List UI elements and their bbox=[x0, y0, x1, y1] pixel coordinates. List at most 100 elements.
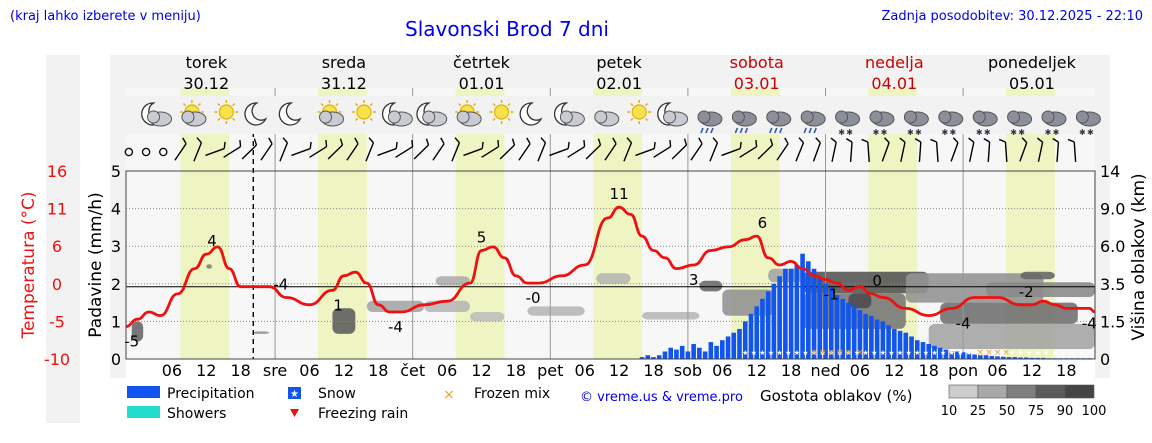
wind-feather bbox=[845, 138, 853, 143]
sun-ray bbox=[492, 117, 496, 122]
wind-feather bbox=[1067, 138, 1075, 143]
snow-marker: ★ bbox=[957, 349, 963, 357]
wind-feather bbox=[481, 141, 484, 149]
precip-bar bbox=[932, 345, 937, 359]
sun-cloud-icon bbox=[455, 100, 482, 127]
cloud-scale-swatch bbox=[1035, 384, 1066, 399]
wind-staff bbox=[451, 142, 461, 162]
precip-bar bbox=[668, 347, 674, 359]
cloud-density-block bbox=[940, 302, 1078, 324]
precip-bar bbox=[926, 343, 932, 359]
wind-staff bbox=[377, 147, 397, 157]
precip-bar bbox=[714, 345, 719, 359]
wind-feather bbox=[968, 137, 975, 143]
precip-bar bbox=[731, 332, 737, 359]
menu-hint[interactable]: (kraj lahko izberete v meniju) bbox=[10, 9, 201, 24]
sun-ray bbox=[217, 102, 221, 107]
cloud-puff bbox=[1041, 110, 1055, 124]
cloud-tick-label: 9.0 bbox=[1100, 200, 1125, 219]
cloud-tick-label: 0 bbox=[1100, 350, 1110, 369]
wind-feather bbox=[899, 137, 906, 143]
precip-bar bbox=[1041, 357, 1046, 359]
wind-barb-icon bbox=[899, 137, 906, 162]
wind-staff bbox=[671, 144, 687, 160]
wind-feather bbox=[739, 141, 742, 149]
snow-marker: ★ bbox=[1017, 349, 1023, 357]
snow-icon: ✱ ✱ bbox=[1007, 110, 1033, 137]
wind-barb-icon bbox=[346, 137, 359, 161]
sun-ray bbox=[645, 102, 649, 107]
wind-staff bbox=[900, 142, 906, 162]
legend-snow-label: Snow bbox=[318, 386, 356, 402]
wind-barb-icon bbox=[914, 138, 922, 163]
wind-staff bbox=[721, 147, 741, 157]
snow-flake: ✱ bbox=[915, 128, 922, 137]
sun-ray bbox=[232, 102, 236, 107]
rain-drop bbox=[710, 127, 714, 134]
legend-frozenmix-label: Frozen mix bbox=[474, 386, 550, 402]
x-tick-label: čet bbox=[400, 361, 425, 380]
wind-staff bbox=[635, 147, 655, 157]
moon-cloud-icon bbox=[553, 102, 585, 127]
wind-feather bbox=[182, 137, 187, 145]
sun-ray bbox=[335, 102, 339, 107]
cloud-puff bbox=[869, 110, 883, 124]
snow-marker: ★ bbox=[777, 349, 783, 357]
snow-marker: ★ bbox=[811, 349, 817, 357]
left-gutter bbox=[46, 55, 80, 423]
moon-shape bbox=[278, 102, 302, 126]
wind-feather bbox=[698, 137, 703, 145]
cloud-puff bbox=[835, 110, 849, 124]
precip-bar bbox=[1018, 357, 1023, 359]
wind-barb-icon bbox=[845, 138, 853, 163]
precip-bar bbox=[708, 342, 714, 359]
wind-staff bbox=[849, 141, 853, 163]
x-tick-label: 06 bbox=[850, 361, 870, 380]
cloud-tick-label: 3.5 bbox=[1100, 275, 1125, 294]
wind-feather bbox=[282, 137, 288, 144]
snow-marker: ★ bbox=[1043, 349, 1049, 357]
precip-bar bbox=[886, 325, 891, 359]
temp-value-label: -4 bbox=[273, 276, 288, 294]
x-tick-label: 18 bbox=[1056, 361, 1076, 380]
x-tick-label: 12 bbox=[196, 361, 216, 380]
wind-staff bbox=[987, 141, 991, 163]
precip-bar bbox=[674, 349, 679, 359]
snow-marker: ★ bbox=[759, 349, 765, 357]
rain-drop bbox=[803, 127, 807, 134]
precip-bar bbox=[806, 261, 811, 359]
wind-barb-icon bbox=[812, 137, 821, 162]
wind-barb-icon bbox=[776, 137, 789, 161]
snow-marker: ★ bbox=[1000, 349, 1006, 357]
moon-cloud-icon bbox=[381, 102, 413, 127]
snow-marker: ★ bbox=[974, 349, 980, 357]
wind-feather bbox=[612, 137, 617, 145]
legend-freezing-label: Freezing rain bbox=[318, 406, 408, 422]
wind-staff bbox=[812, 142, 821, 162]
x-tick-label: sob bbox=[674, 361, 702, 380]
cloud-scale-swatch bbox=[977, 384, 1008, 399]
wind-feather bbox=[597, 138, 602, 146]
x-tick-label: 06 bbox=[987, 361, 1007, 380]
wind-feather bbox=[653, 141, 656, 149]
wind-barb-icon bbox=[174, 137, 187, 161]
wind-staff bbox=[346, 143, 359, 161]
precip-bar bbox=[840, 298, 846, 359]
frozen-mix-marker: × bbox=[810, 348, 818, 358]
snow-flake: ✱ bbox=[976, 128, 983, 137]
snow-marker: ★ bbox=[845, 349, 851, 357]
rain-drop bbox=[700, 127, 704, 134]
precip-bar bbox=[978, 355, 983, 359]
moon-cloud-icon bbox=[416, 102, 448, 127]
wind-barb-icon bbox=[721, 141, 742, 157]
wind-staff bbox=[795, 142, 805, 162]
precip-bar bbox=[851, 306, 857, 359]
snow-marker: ★ bbox=[897, 349, 903, 357]
credit-link[interactable]: © vreme.us & vreme.pro bbox=[580, 390, 743, 405]
wind-staff bbox=[518, 143, 531, 161]
wind-staff bbox=[604, 143, 617, 161]
temp-tick-label: 6 bbox=[52, 237, 62, 256]
precip-bar bbox=[645, 355, 651, 359]
precip-bar bbox=[880, 321, 886, 359]
